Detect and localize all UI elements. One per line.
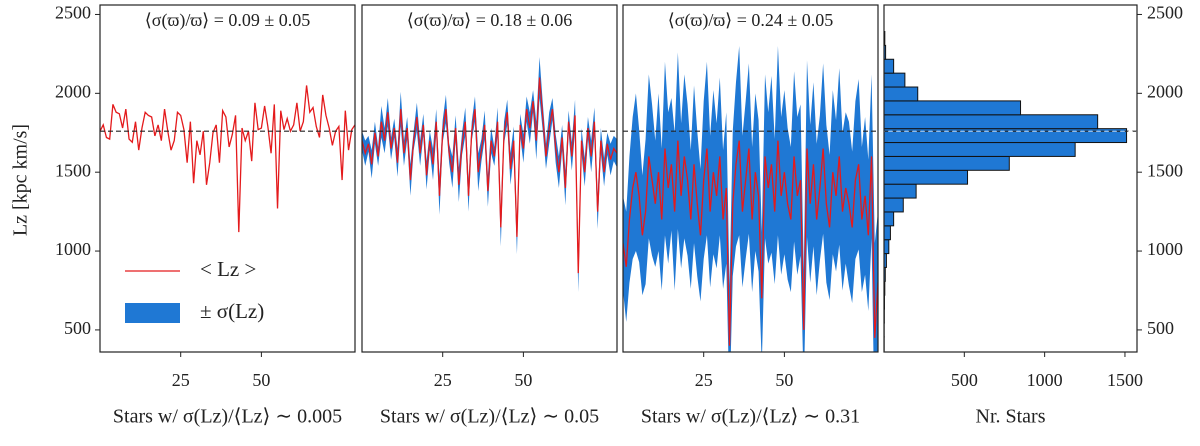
x-axis-label: Stars w/ σ(Lz)/⟨Lz⟩ ∼ 0.05 xyxy=(380,406,599,428)
hist-bar xyxy=(884,198,903,212)
hist-bar xyxy=(884,59,894,73)
x-tick-label: 50 xyxy=(252,370,270,390)
y-tick-label: 1500 xyxy=(1147,160,1183,180)
hist-bar xyxy=(884,143,1075,157)
mean-line xyxy=(100,85,355,232)
plot-area xyxy=(100,85,355,232)
hist-bar xyxy=(884,240,889,254)
annotation: ⟨σ(ϖ)/ϖ⟩ = 0.09 ± 0.05 xyxy=(145,10,310,31)
y-tick-label: 1000 xyxy=(1147,239,1183,259)
hist-bar xyxy=(884,156,1009,170)
y-tick-label: 2500 xyxy=(55,3,91,23)
y-tick-label: 500 xyxy=(64,318,91,338)
hist-bar xyxy=(884,87,918,101)
hist-bar xyxy=(884,184,916,198)
x-tick-label: 1000 xyxy=(1027,370,1063,390)
hist-bar xyxy=(884,170,968,184)
y-tick-label: 1000 xyxy=(55,239,91,259)
plot-area xyxy=(362,57,617,292)
hist-bar xyxy=(884,226,890,240)
annotation: ⟨σ(ϖ)/ϖ⟩ = 0.24 ± 0.05 xyxy=(668,10,833,31)
legend-label: ± σ(Lz) xyxy=(200,299,264,323)
x-tick-label: 25 xyxy=(695,370,713,390)
legend-label: < Lz > xyxy=(200,257,256,281)
x-tick-label: 1500 xyxy=(1107,370,1143,390)
hist-bar xyxy=(884,73,905,87)
x-tick-label: 50 xyxy=(514,370,532,390)
y-axis-label: Lz [kpc km/s] xyxy=(10,124,32,236)
hist-bar xyxy=(884,115,1098,129)
x-axis-label: Stars w/ σ(Lz)/⟨Lz⟩ ∼ 0.31 xyxy=(641,406,860,428)
y-tick-label: 1500 xyxy=(55,160,91,180)
x-tick-label: 25 xyxy=(172,370,190,390)
plot-area xyxy=(623,46,878,432)
hist-bar xyxy=(884,212,894,226)
x-tick-label: 500 xyxy=(951,370,978,390)
x-axis-label: Nr. Stars xyxy=(976,406,1046,428)
plot-area xyxy=(884,31,1137,350)
y-tick-label: 2000 xyxy=(1147,81,1183,101)
sigma-band xyxy=(623,46,878,432)
x-tick-label: 25 xyxy=(434,370,452,390)
y-tick-label: 500 xyxy=(1147,318,1174,338)
x-tick-label: 50 xyxy=(775,370,793,390)
x-axis-label: Stars w/ σ(Lz)/⟨Lz⟩ ∼ 0.005 xyxy=(113,406,342,428)
y-tick-label: 2000 xyxy=(55,81,91,101)
legend-patch xyxy=(125,303,180,323)
hist-bar xyxy=(884,101,1021,115)
y-tick-label: 2500 xyxy=(1147,3,1183,23)
annotation: ⟨σ(ϖ)/ϖ⟩ = 0.18 ± 0.06 xyxy=(407,10,572,31)
